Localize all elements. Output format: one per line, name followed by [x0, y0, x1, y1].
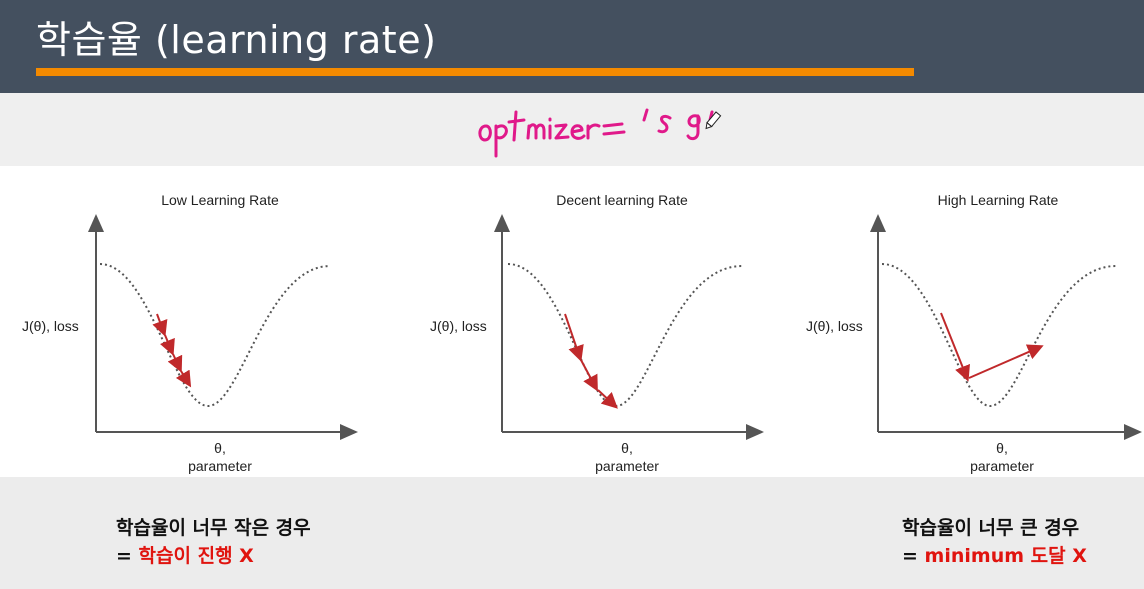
slide-header: 학습율 (learning rate) — [0, 0, 1144, 93]
gradient-step-arrow — [152, 313, 168, 337]
caption-low-result: = 학습이 진행 X — [116, 542, 311, 570]
gradient-step-arrow — [160, 334, 175, 356]
caption-low-rate: 학습율이 너무 작은 경우 = 학습이 진행 X — [116, 514, 311, 570]
slide-title: 학습율 (learning rate) — [36, 18, 437, 62]
gradient-step-arrow — [175, 369, 192, 388]
loss-curve — [99, 263, 331, 408]
caption-low-heading: 학습율이 너무 작은 경우 — [116, 517, 311, 539]
x-axis-label-symbol: θ, — [996, 440, 1008, 456]
chart-low-learning-rate: Low Learning Rate J(θ), loss θ, paramete… — [0, 166, 380, 477]
caption-high-heading: 학습율이 너무 큰 경우 — [902, 517, 1080, 539]
x-axis-label: θ, parameter — [567, 439, 687, 475]
gradient-step-arrow — [597, 389, 618, 409]
gradient-step-arrow — [580, 359, 598, 392]
handwriting-svg — [478, 108, 722, 158]
title-underline — [36, 68, 914, 76]
chart-high-learning-rate: High Learning Rate J(θ), loss θ, paramet… — [764, 166, 1144, 477]
x-axis-label-text: parameter — [188, 458, 252, 474]
charts-panel: Low Learning Rate J(θ), loss θ, paramete… — [0, 166, 1144, 477]
x-axis-label-symbol: θ, — [621, 440, 633, 456]
caption-high-highlight: minimum 도달 X — [924, 545, 1087, 567]
loss-curve — [507, 263, 743, 408]
x-axis-label-text: parameter — [970, 458, 1034, 474]
caption-equals: = — [902, 545, 925, 567]
x-axis-label: θ, parameter — [942, 439, 1062, 475]
x-axis-label-symbol: θ, — [214, 440, 226, 456]
y-axis-label: J(θ), loss — [806, 318, 863, 334]
caption-high-rate: 학습율이 너무 큰 경우 = minimum 도달 X — [902, 514, 1087, 570]
pen-cursor-icon — [705, 111, 722, 130]
y-axis-label: J(θ), loss — [430, 318, 487, 334]
chart-title: Decent learning Rate — [556, 192, 688, 208]
chart-high-svg — [870, 214, 1142, 440]
caption-low-highlight: 학습이 진행 X — [138, 545, 254, 567]
x-axis-label-text: parameter — [595, 458, 659, 474]
caption-high-result: = minimum 도달 X — [902, 542, 1087, 570]
gradient-step-arrow — [167, 353, 183, 373]
gradient-step-arrow — [940, 312, 970, 382]
chart-title: High Learning Rate — [937, 192, 1059, 208]
gradient-step-arrow — [564, 313, 584, 362]
chart-title: Low Learning Rate — [161, 192, 279, 208]
loss-curve — [881, 263, 1117, 408]
gradient-step-arrow — [968, 344, 1044, 379]
chart-decent-svg — [494, 214, 764, 440]
chart-decent-learning-rate: Decent learning Rate J(θ), loss θ, param… — [410, 166, 790, 477]
chart-low-svg — [88, 214, 358, 440]
y-axis-label: J(θ), loss — [22, 318, 79, 334]
handwritten-annotation — [472, 96, 742, 166]
x-axis-label: θ, parameter — [160, 439, 280, 475]
caption-equals: = — [116, 545, 139, 567]
